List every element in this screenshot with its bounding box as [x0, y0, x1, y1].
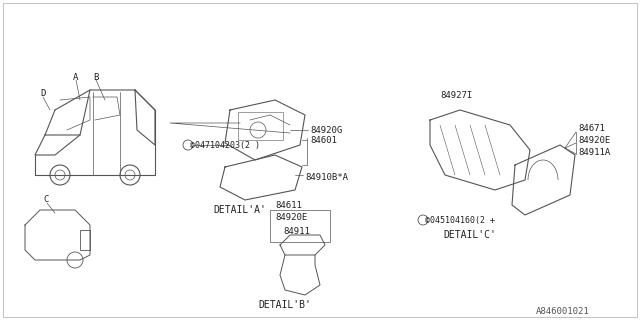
Bar — [270, 210, 330, 242]
Text: DETAIL'B': DETAIL'B' — [259, 300, 312, 310]
Bar — [238, 112, 283, 140]
Bar — [80, 230, 90, 250]
Text: 84671: 84671 — [578, 124, 605, 132]
Text: A846001021: A846001021 — [536, 308, 590, 316]
Text: B: B — [93, 73, 99, 82]
Text: 84911A: 84911A — [578, 148, 611, 156]
Text: C: C — [43, 196, 49, 204]
Text: 84927I: 84927I — [440, 91, 472, 100]
Text: 84911: 84911 — [283, 228, 310, 236]
Text: DETAIL'C': DETAIL'C' — [444, 230, 497, 240]
Text: 84920E: 84920E — [578, 135, 611, 145]
Text: 84920E: 84920E — [275, 213, 307, 222]
Text: 84601: 84601 — [310, 135, 337, 145]
Text: D: D — [40, 89, 45, 98]
Text: A: A — [73, 73, 78, 82]
Text: DETAIL'A': DETAIL'A' — [214, 205, 266, 215]
Text: 84910B*A: 84910B*A — [305, 172, 348, 181]
Text: ©047104203(2 ): ©047104203(2 ) — [190, 140, 260, 149]
Text: ©045104160(2 +: ©045104160(2 + — [425, 215, 495, 225]
Text: 84611: 84611 — [275, 201, 302, 210]
Text: 84920G: 84920G — [310, 125, 342, 134]
